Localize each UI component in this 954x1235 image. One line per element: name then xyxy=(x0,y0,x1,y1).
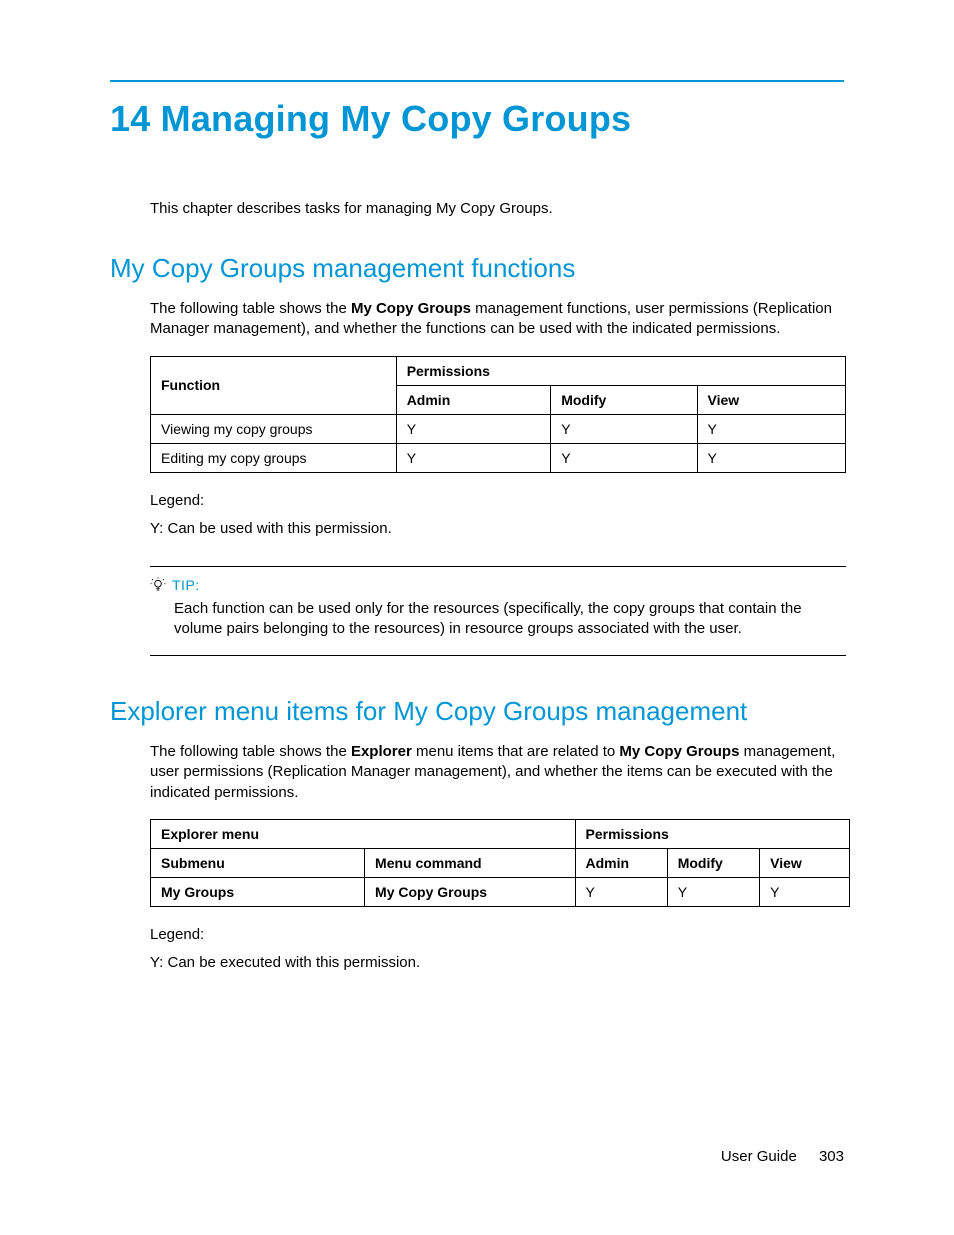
col-permissions: Permissions xyxy=(407,363,490,379)
table-header-row: Explorer menu Permissions xyxy=(151,819,850,848)
table-row: My Groups My Copy Groups Y Y Y xyxy=(151,877,850,906)
lightbulb-icon xyxy=(150,577,166,593)
cell-admin: Y xyxy=(396,443,551,472)
cell-modify: Y xyxy=(667,877,759,906)
cell-admin: Y xyxy=(575,877,667,906)
legend-2: Legend: Y: Can be executed with this per… xyxy=(150,921,844,978)
legend-line: Y: Can be used with this permission. xyxy=(150,515,844,544)
col-function: Function xyxy=(161,377,220,393)
permissions-table-2: Explorer menu Permissions Submenu Menu c… xyxy=(150,819,850,907)
col-view: View xyxy=(708,392,740,408)
cell-function: Editing my copy groups xyxy=(151,443,397,472)
text: menu items that are related to xyxy=(412,743,620,760)
top-rule xyxy=(110,80,844,82)
cell-view: Y xyxy=(697,414,845,443)
section1-paragraph: The following table shows the My Copy Gr… xyxy=(150,299,844,340)
cell-view: Y xyxy=(697,443,845,472)
footer-doc-title: User Guide xyxy=(721,1148,797,1165)
tip-block: TIP: Each function can be used only for … xyxy=(150,566,846,657)
section2-paragraph: The following table shows the Explorer m… xyxy=(150,742,844,803)
tip-label: TIP: xyxy=(172,577,200,593)
col-admin: Admin xyxy=(407,392,451,408)
legend-1: Legend: Y: Can be used with this permiss… xyxy=(150,487,844,544)
chapter-title: 14 Managing My Copy Groups xyxy=(110,98,844,140)
bold-text: My Copy Groups xyxy=(351,300,471,317)
col-admin: Admin xyxy=(575,848,667,877)
text: The following table shows the xyxy=(150,300,351,317)
col-submenu: Submenu xyxy=(151,848,365,877)
legend-title: Legend: xyxy=(150,487,844,516)
col-command: Menu command xyxy=(365,848,575,877)
legend-title: Legend: xyxy=(150,921,844,950)
bold-text: My Copy Groups xyxy=(619,743,739,760)
cell-admin: Y xyxy=(396,414,551,443)
table-subheader-row: Submenu Menu command Admin Modify View xyxy=(151,848,850,877)
section2-heading: Explorer menu items for My Copy Groups m… xyxy=(110,696,844,727)
section1-heading: My Copy Groups management functions xyxy=(110,253,844,284)
chapter-intro: This chapter describes tasks for managin… xyxy=(150,200,844,217)
cell-submenu: My Groups xyxy=(151,877,365,906)
col-modify: Modify xyxy=(667,848,759,877)
col-modify: Modify xyxy=(561,392,606,408)
cell-modify: Y xyxy=(551,414,697,443)
table-header-row: Function Permissions xyxy=(151,356,846,385)
col-permissions: Permissions xyxy=(575,819,849,848)
document-page: 14 Managing My Copy Groups This chapter … xyxy=(0,0,954,1235)
cell-function: Viewing my copy groups xyxy=(151,414,397,443)
page-footer: User Guide 303 xyxy=(721,1148,844,1165)
legend-line: Y: Can be executed with this permission. xyxy=(150,949,844,978)
cell-view: Y xyxy=(760,877,850,906)
permissions-table-1: Function Permissions Admin Modify View V… xyxy=(150,356,846,473)
table-row: Editing my copy groups Y Y Y xyxy=(151,443,846,472)
bold-text: Explorer xyxy=(351,743,412,760)
col-view: View xyxy=(760,848,850,877)
col-explorer: Explorer menu xyxy=(151,819,576,848)
table-row: Viewing my copy groups Y Y Y xyxy=(151,414,846,443)
tip-text: Each function can be used only for the r… xyxy=(150,599,846,640)
cell-modify: Y xyxy=(551,443,697,472)
footer-page-number: 303 xyxy=(819,1148,844,1165)
tip-header: TIP: xyxy=(150,577,846,593)
cell-command: My Copy Groups xyxy=(365,877,575,906)
text: The following table shows the xyxy=(150,743,351,760)
